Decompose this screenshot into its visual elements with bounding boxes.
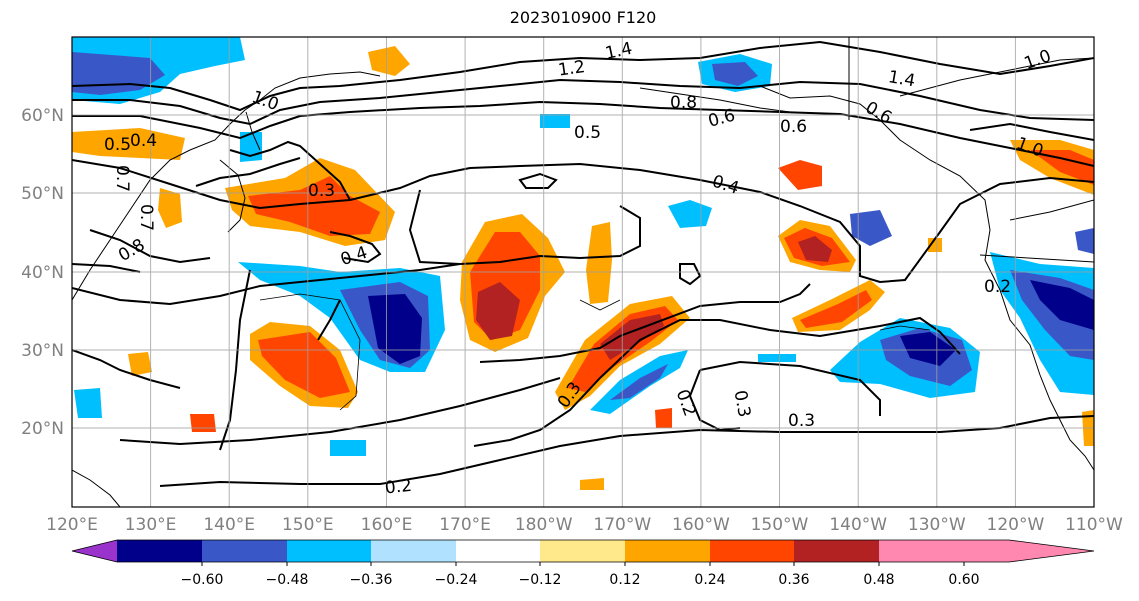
negative-anomaly-region (74, 388, 102, 418)
contour-label: 0.6 (780, 117, 807, 137)
colorbar-label: −0.48 (266, 572, 309, 588)
positive-anomaly-region (800, 290, 872, 328)
colorbar-segment (540, 540, 625, 562)
contour-label: 0.8 (670, 93, 697, 113)
lon-label: 110°W (1065, 515, 1123, 535)
gridlines (72, 37, 1094, 507)
positive-anomaly-region (158, 188, 182, 228)
colorbar-ticks (201, 562, 965, 566)
positive-anomaly-region (580, 478, 604, 490)
contour-label: 1.4 (887, 67, 917, 91)
positive-anomaly-region (368, 46, 410, 76)
negative-anomaly-region (1075, 228, 1094, 254)
colorbar: −0.60 −0.48 −0.36 −0.24 −0.12 0.12 0.24 … (71, 539, 1095, 588)
colorbar-label: −0.24 (435, 572, 478, 588)
shaded-field (72, 37, 1094, 490)
negative-anomaly-region (900, 332, 956, 366)
contour-label: 0.3 (730, 389, 754, 419)
lon-label: 150°E (282, 515, 334, 535)
colorbar-segment (287, 540, 371, 562)
positive-anomaly-region (248, 176, 380, 236)
longitude-labels: 120°E 130°E 140°E 150°E 160°E 170°E 180°… (46, 515, 1123, 535)
lat-label: 50°N (21, 184, 64, 204)
positive-anomaly-region (258, 332, 350, 398)
colorbar-extension-high (964, 540, 1094, 562)
contour-label: 0.4 (130, 131, 157, 151)
lat-label: 20°N (21, 419, 64, 439)
colorbar-segment (710, 540, 794, 562)
colorbar-segment (625, 540, 710, 562)
colorbar-label: −0.60 (181, 572, 224, 588)
map-frame (71, 36, 1095, 508)
contour-label: 0.3 (788, 411, 815, 431)
lon-label: 160°E (361, 515, 413, 535)
positive-anomaly-region (778, 160, 822, 190)
coastline (72, 37, 1094, 507)
colorbar-label: 0.60 (948, 572, 979, 588)
lon-label: 120°E (46, 515, 98, 535)
contour-label: 0.7 (112, 165, 132, 192)
colorbar-label: 0.12 (609, 572, 640, 588)
positive-anomaly-region (190, 414, 216, 432)
contour-label: 1.2 (557, 57, 587, 81)
contour-label: 0.5 (574, 123, 601, 143)
positive-anomaly-region (586, 222, 612, 304)
contour-label: 0.5 (104, 135, 131, 155)
positive-anomaly-region (798, 236, 832, 262)
lon-label: 180°W (515, 515, 573, 535)
lat-label: 40°N (21, 263, 64, 283)
positive-anomaly-region (72, 128, 185, 160)
colorbar-extension-low (72, 540, 117, 562)
positive-anomaly-region (476, 282, 520, 340)
positive-anomaly-region (1030, 150, 1094, 185)
negative-anomaly-region (610, 364, 668, 400)
lon-label: 170°E (439, 515, 491, 535)
colorbar-segment (371, 540, 456, 562)
contour-label: 0.2 (984, 277, 1011, 297)
lat-label: 60°N (21, 106, 64, 126)
map-title: 2023010900 F120 (509, 8, 657, 27)
colorbar-label: 0.48 (863, 572, 894, 588)
colorbar-segment (879, 540, 964, 562)
contour-label: 0.2 (384, 476, 413, 499)
negative-anomaly-region (330, 440, 366, 456)
colorbar-segment (456, 540, 540, 562)
negative-anomaly-region (850, 210, 892, 246)
lon-label: 160°W (672, 515, 730, 535)
negative-anomaly-region (1030, 280, 1094, 330)
colorbar-segment (117, 540, 202, 562)
thin-outlines (259, 293, 931, 411)
colorbar-outline (71, 539, 1095, 563)
colorbar-segment (794, 540, 879, 562)
negative-anomaly-region (540, 114, 570, 128)
lon-label: 130°E (125, 515, 177, 535)
lon-label: 150°W (751, 515, 809, 535)
lat-label: 30°N (21, 341, 64, 361)
lon-label: 120°W (987, 515, 1045, 535)
negative-anomaly-region (368, 294, 422, 364)
colorbar-label: −0.36 (350, 572, 393, 588)
lon-label: 170°W (593, 515, 651, 535)
colorbar-label: 0.36 (778, 572, 809, 588)
lon-label: 140°E (203, 515, 255, 535)
contour-label: 0.7 (136, 204, 156, 231)
contour-label: 0.3 (308, 181, 335, 201)
map-panel: 1.4 1.2 1.0 0.8 0.6 0.5 0.4 0.6 0.5 0.4 … (71, 36, 1095, 508)
latitude-labels: 60°N 50°N 40°N 30°N 20°N (21, 106, 64, 439)
positive-anomaly-region (928, 238, 942, 252)
colorbar-label: 0.24 (694, 572, 725, 588)
positive-anomaly-region (655, 408, 672, 428)
negative-anomaly-region (758, 354, 796, 362)
colorbar-label: −0.12 (519, 572, 562, 588)
negative-anomaly-region (712, 62, 758, 86)
positive-anomaly-region (128, 352, 152, 376)
colorbar-segment (202, 540, 287, 562)
lon-label: 140°W (829, 515, 887, 535)
lon-label: 130°W (908, 515, 966, 535)
